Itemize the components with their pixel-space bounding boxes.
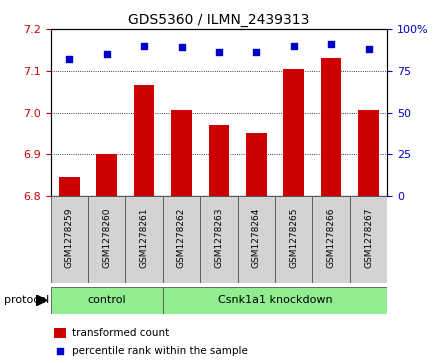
Point xyxy=(253,49,260,55)
Bar xyxy=(59,177,80,196)
Text: GSM1278260: GSM1278260 xyxy=(102,208,111,268)
Bar xyxy=(51,196,88,283)
Bar xyxy=(163,196,200,283)
Text: GSM1278266: GSM1278266 xyxy=(326,208,336,268)
Bar xyxy=(350,196,387,283)
Bar xyxy=(51,287,163,314)
Point xyxy=(103,51,110,57)
Point xyxy=(141,43,148,49)
Bar xyxy=(200,196,238,283)
Bar xyxy=(275,196,312,283)
Bar xyxy=(246,134,267,196)
Bar xyxy=(358,110,379,196)
Bar xyxy=(96,154,117,196)
Text: control: control xyxy=(88,295,126,305)
Title: GDS5360 / ILMN_2439313: GDS5360 / ILMN_2439313 xyxy=(128,13,310,26)
Point xyxy=(216,49,222,55)
Text: Csnk1a1 knockdown: Csnk1a1 knockdown xyxy=(218,295,332,305)
Point xyxy=(66,56,73,62)
Point xyxy=(178,45,185,50)
Text: GSM1278264: GSM1278264 xyxy=(252,208,261,268)
Text: protocol: protocol xyxy=(4,295,50,305)
Bar xyxy=(209,125,229,196)
Text: transformed count: transformed count xyxy=(73,328,170,338)
Polygon shape xyxy=(36,295,47,306)
Text: GSM1278267: GSM1278267 xyxy=(364,208,373,268)
Bar xyxy=(321,58,341,196)
Bar xyxy=(171,110,192,196)
Bar xyxy=(134,85,154,196)
Point xyxy=(56,348,63,354)
Bar xyxy=(238,196,275,283)
Bar xyxy=(125,196,163,283)
Bar xyxy=(88,196,125,283)
Text: GSM1278265: GSM1278265 xyxy=(289,208,298,268)
Point xyxy=(290,43,297,49)
Text: GSM1278262: GSM1278262 xyxy=(177,208,186,268)
Text: GSM1278261: GSM1278261 xyxy=(139,208,149,268)
Point xyxy=(365,46,372,52)
Bar xyxy=(312,196,350,283)
Text: GSM1278263: GSM1278263 xyxy=(214,208,224,268)
Text: percentile rank within the sample: percentile rank within the sample xyxy=(73,346,248,356)
Bar xyxy=(54,328,66,338)
Point xyxy=(327,41,335,47)
Bar xyxy=(163,287,387,314)
Text: GSM1278259: GSM1278259 xyxy=(65,208,74,268)
Bar xyxy=(283,69,304,196)
